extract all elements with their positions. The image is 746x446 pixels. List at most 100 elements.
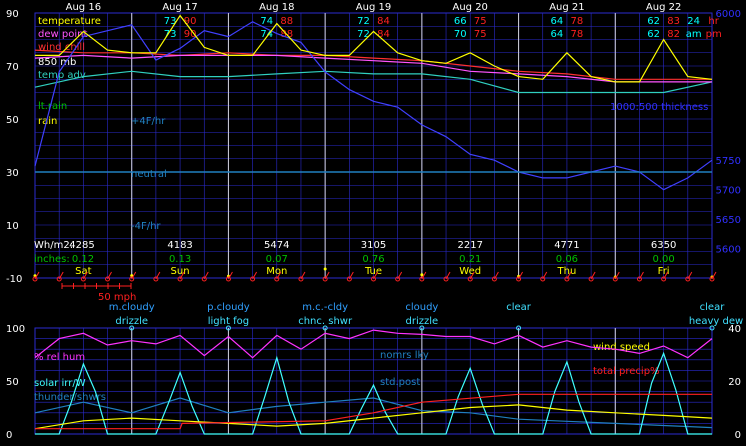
day-label: Sat (75, 266, 91, 277)
y2-tick-label: 5600 (716, 245, 741, 256)
wind-barb-staff (421, 271, 427, 280)
daily-value: 62 (647, 29, 660, 40)
wind-barb (467, 276, 473, 282)
daily-value: 84 (377, 16, 390, 27)
wind-barb-staff (300, 271, 306, 280)
sky-marker (516, 325, 522, 331)
daily-value: pm (706, 29, 722, 40)
sky-label: m.cloudy (109, 302, 155, 313)
wind-barb-staff (566, 271, 572, 280)
inches-value: 0.06 (556, 254, 578, 265)
wind-barb (419, 276, 425, 282)
inches-value: 0.21 (459, 254, 481, 265)
daily-value: 72 (357, 29, 370, 40)
weather-label: drizzle (406, 316, 439, 327)
wind-barb-staff (590, 271, 596, 280)
daily-value: 73 (164, 16, 177, 27)
y2-tick-label: 0 (735, 430, 741, 441)
solar-line (35, 351, 712, 435)
solar-label: solar irr/W (34, 378, 86, 389)
wind-barb (250, 276, 256, 282)
inches-value: 0.00 (653, 254, 675, 265)
daily-value: hr (708, 16, 719, 27)
wind-speed-label: wind speed (593, 342, 650, 353)
sky-marker (709, 325, 715, 331)
y-tick-label: 30 (6, 168, 19, 179)
day-label: Mon (266, 266, 287, 277)
850mb-label: 850 mb (38, 57, 76, 68)
wind-barb-staff (203, 271, 209, 280)
thunder-line (34, 397, 713, 429)
wh-value: 3105 (361, 240, 386, 251)
sky-label: clear (700, 302, 726, 313)
wind-barb (322, 276, 328, 282)
precip-label: total precip% (593, 366, 660, 377)
minus4-label: -4F/hr (131, 221, 161, 232)
date-label: Aug 20 (452, 2, 487, 13)
plot-frame (34, 327, 713, 435)
y2-tick-label: 20 (728, 377, 741, 388)
daily-value: 83 (667, 16, 680, 27)
daily-value: 62 (647, 16, 660, 27)
daily-value: 88 (280, 16, 293, 27)
sky-label: m.c.-cldy (302, 302, 348, 313)
wind-barb-staff (469, 271, 475, 280)
wind-barb (201, 276, 207, 282)
temp-adv-line (34, 70, 713, 94)
plus4-label: +4F/hr (131, 116, 166, 127)
wind-barb-staff (663, 271, 669, 280)
y2-tick-label: 5750 (716, 156, 741, 167)
wind-barb-staff (276, 271, 282, 280)
wind-barb (685, 276, 691, 282)
wind-barb-staff (179, 271, 185, 280)
temp-adv-label: temp adv (38, 70, 86, 81)
y-tick-label: 10 (6, 221, 19, 232)
wind-barb (636, 276, 642, 282)
daily-value: 74 (260, 29, 273, 40)
wind-barb (588, 276, 594, 282)
wind-barb (564, 276, 570, 282)
wind-barb-staff (348, 271, 354, 280)
dew-point-line (34, 54, 712, 83)
weather-label: chnc. shwr (298, 316, 353, 327)
wind-barb-staff (227, 271, 233, 280)
daily-value: 74 (260, 16, 273, 27)
wind-barb (491, 276, 497, 282)
daily-value: 73 (164, 29, 177, 40)
wind-chill-line (34, 49, 712, 80)
day-label: Sun (171, 266, 190, 277)
daily-value: 84 (377, 29, 390, 40)
wind-barb (274, 276, 280, 282)
day-label: Thu (557, 266, 577, 277)
wind-barb-staff (614, 271, 620, 280)
rain-point (323, 267, 327, 271)
sky-marker (225, 325, 231, 331)
date-label: Aug 18 (259, 2, 294, 13)
sky-marker (129, 325, 135, 331)
wind-barb-staff (639, 271, 644, 280)
wind-barb-staff (58, 271, 64, 280)
rain-point (33, 274, 37, 278)
temperature-label: temperature (38, 16, 101, 27)
date-label: Aug 16 (66, 2, 101, 13)
weather-label: heavy dew (689, 316, 743, 327)
wh-value: 2217 (457, 240, 482, 251)
date-label: Aug 22 (646, 2, 681, 13)
weather-label: light fog (208, 316, 249, 327)
wind-scale-label: 50 mph (98, 292, 136, 303)
wh-value: 4771 (554, 240, 579, 251)
wind-barb-staff (155, 271, 161, 280)
wind-chill-label: wind chill (38, 42, 85, 53)
wind-barb (56, 276, 62, 282)
daily-value: 72 (357, 16, 370, 27)
daily-value: 70 (454, 29, 467, 40)
sky-label: p.cloudy (207, 302, 250, 313)
wind-barb-staff (324, 271, 330, 280)
date-label: Aug 17 (162, 2, 197, 13)
daily-value: 90 (184, 16, 197, 27)
y-tick-label: 50 (6, 115, 19, 126)
wind-barb (661, 276, 667, 282)
wind-speed-line (34, 404, 713, 430)
wind-barb-staff (107, 271, 112, 280)
wind-barb (371, 276, 376, 282)
